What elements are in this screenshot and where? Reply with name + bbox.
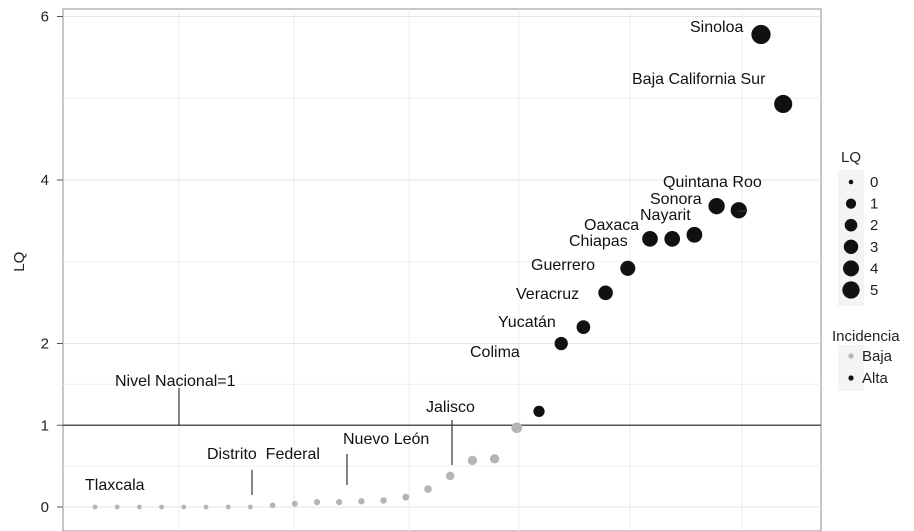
y-tick-label: 4 xyxy=(41,172,49,189)
data-point xyxy=(751,24,771,45)
legend-size-key xyxy=(845,198,857,209)
data-point xyxy=(467,455,478,466)
legend-color-key xyxy=(848,353,854,359)
data-points xyxy=(92,24,793,510)
reference-line-label: Nivel Nacional=1 xyxy=(115,373,236,390)
legend-color-title: Incidencia xyxy=(832,328,900,345)
point-label: Distrito Federal xyxy=(207,446,320,463)
legend-size-label: 3 xyxy=(870,239,878,256)
legend: LQ 0 1 2 3 4 5 Incidencia Baja Alta xyxy=(832,149,900,391)
point-label: Quintana Roo xyxy=(663,174,762,191)
legend-size-key xyxy=(843,239,859,255)
data-point xyxy=(269,502,276,509)
legend-size-key xyxy=(848,179,854,185)
data-point xyxy=(225,504,231,510)
point-label: Sinoloa xyxy=(690,19,743,36)
data-point xyxy=(92,504,98,510)
point-label: Nayarit xyxy=(640,207,691,224)
reference-line-group: Nivel Nacional=1 xyxy=(63,373,821,427)
point-label: Baja California Sur xyxy=(632,71,766,88)
legend-color-label: Baja xyxy=(862,348,893,365)
legend-size-key xyxy=(842,281,860,299)
point-label: Tlaxcala xyxy=(85,477,145,494)
data-point xyxy=(445,471,455,481)
data-point xyxy=(380,497,387,504)
point-label: Guerrero xyxy=(531,257,595,274)
data-point xyxy=(511,422,523,434)
data-point xyxy=(774,94,793,114)
data-point xyxy=(137,504,142,510)
legend-size-label: 0 xyxy=(870,174,878,191)
data-point xyxy=(336,498,343,506)
data-point xyxy=(203,504,209,510)
point-label: Chiapas xyxy=(569,233,628,250)
data-point xyxy=(598,285,613,301)
data-point xyxy=(291,500,298,507)
legend-color-key-bg xyxy=(838,345,864,391)
y-tick-label: 0 xyxy=(41,499,49,516)
data-point xyxy=(730,202,747,219)
point-label: Nuevo León xyxy=(343,431,429,448)
legend-size-key xyxy=(844,218,858,232)
data-point xyxy=(708,198,725,215)
data-point xyxy=(248,504,253,510)
legend-size-label: 5 xyxy=(870,282,878,299)
point-label: Oaxaca xyxy=(584,217,639,234)
data-point xyxy=(181,504,187,510)
data-point xyxy=(533,405,545,417)
y-tick-label: 1 xyxy=(41,417,49,434)
point-labels: Tlaxcala Distrito Federal Nuevo León Jalisc… xyxy=(85,19,766,495)
legend-size-title: LQ xyxy=(841,149,861,166)
data-point xyxy=(642,231,658,247)
data-point xyxy=(686,226,703,243)
y-tick-label: 6 xyxy=(41,9,49,26)
grid-lines xyxy=(63,9,821,531)
data-point xyxy=(358,498,365,505)
data-point xyxy=(620,260,636,276)
legend-size-label: 2 xyxy=(870,217,878,234)
data-point xyxy=(313,498,321,506)
point-label: Jalisco xyxy=(426,399,475,416)
legend-color-label: Alta xyxy=(862,370,889,387)
data-point xyxy=(159,504,165,510)
point-label: Veracruz xyxy=(516,286,579,303)
legend-color-key xyxy=(848,375,854,381)
point-label: Colima xyxy=(470,344,520,361)
legend-size-label: 4 xyxy=(870,260,878,277)
legend-size-label: 1 xyxy=(870,196,878,213)
y-axis: 0 1 2 4 6 LQ xyxy=(11,9,63,516)
y-tick-label: 2 xyxy=(41,336,49,353)
plot-panel xyxy=(62,8,822,531)
point-label: Yucatán xyxy=(498,314,556,331)
data-point xyxy=(664,231,681,247)
point-label: Sonora xyxy=(650,191,702,208)
data-point xyxy=(576,320,591,334)
data-point xyxy=(489,454,500,464)
data-point xyxy=(114,504,120,510)
data-point xyxy=(424,485,432,493)
legend-size-key xyxy=(843,260,859,277)
data-point xyxy=(402,493,410,501)
y-axis-title: LQ xyxy=(11,252,28,272)
data-point xyxy=(554,336,568,351)
